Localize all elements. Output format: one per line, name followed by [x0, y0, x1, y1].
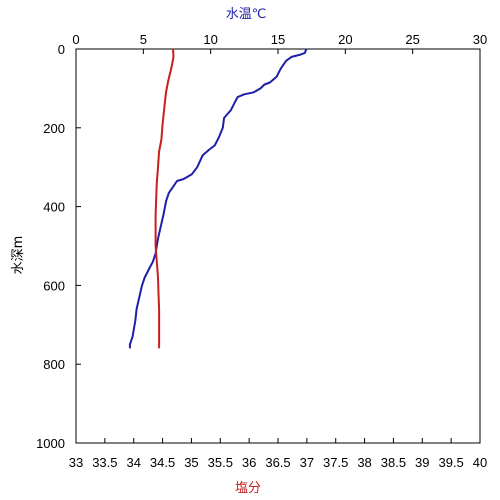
bottom-axis-title: 塩分	[235, 481, 261, 496]
y-tick-label: 0	[58, 42, 65, 57]
temperature-line	[128, 48, 308, 349]
y-tick-label: 800	[43, 357, 65, 372]
series-layer	[128, 48, 308, 349]
bottom-tick-label: 36	[242, 455, 256, 470]
labels: 水温℃ 塩分 水深m	[11, 7, 266, 496]
y-axis-title: 水深m	[11, 236, 26, 275]
bottom-tick-label: 40	[473, 455, 487, 470]
bottom-tick-label: 37	[300, 455, 314, 470]
bottom-tick-label: 39.5	[438, 455, 463, 470]
bottom-tick-label: 35	[184, 455, 198, 470]
y-tick-label: 200	[43, 121, 65, 136]
top-tick-label: 20	[338, 32, 352, 47]
bottom-tick-label: 37.5	[323, 455, 348, 470]
bottom-tick-label: 38	[357, 455, 371, 470]
top-axis-title: 水温℃	[226, 7, 267, 22]
bottom-tick-label: 33	[69, 455, 83, 470]
top-tick-label: 30	[473, 32, 487, 47]
top-tick-label: 15	[271, 32, 285, 47]
top-tick-label: 10	[203, 32, 217, 47]
y-tick-label: 1000	[36, 436, 65, 451]
bottom-tick-label: 38.5	[381, 455, 406, 470]
bottom-tick-label: 36.5	[265, 455, 290, 470]
plot-frame	[75, 48, 481, 444]
axes: 0 5 10 15 20 25 30 33 33.5 34 34.5 35 35.5 36 36.5 37 37…	[36, 32, 487, 470]
bottom-tick-label: 34	[126, 455, 140, 470]
top-tick-label: 0	[72, 32, 79, 47]
bottom-tick-label: 39	[415, 455, 429, 470]
salinity-line	[154, 48, 175, 349]
y-tick-label: 600	[43, 278, 65, 293]
bottom-tick-label: 33.5	[92, 455, 117, 470]
bottom-tick-label: 35.5	[208, 455, 233, 470]
bottom-tick-label: 34.5	[150, 455, 175, 470]
top-tick-label: 5	[140, 32, 147, 47]
y-tick-label: 400	[43, 200, 65, 215]
top-tick-label: 25	[405, 32, 419, 47]
